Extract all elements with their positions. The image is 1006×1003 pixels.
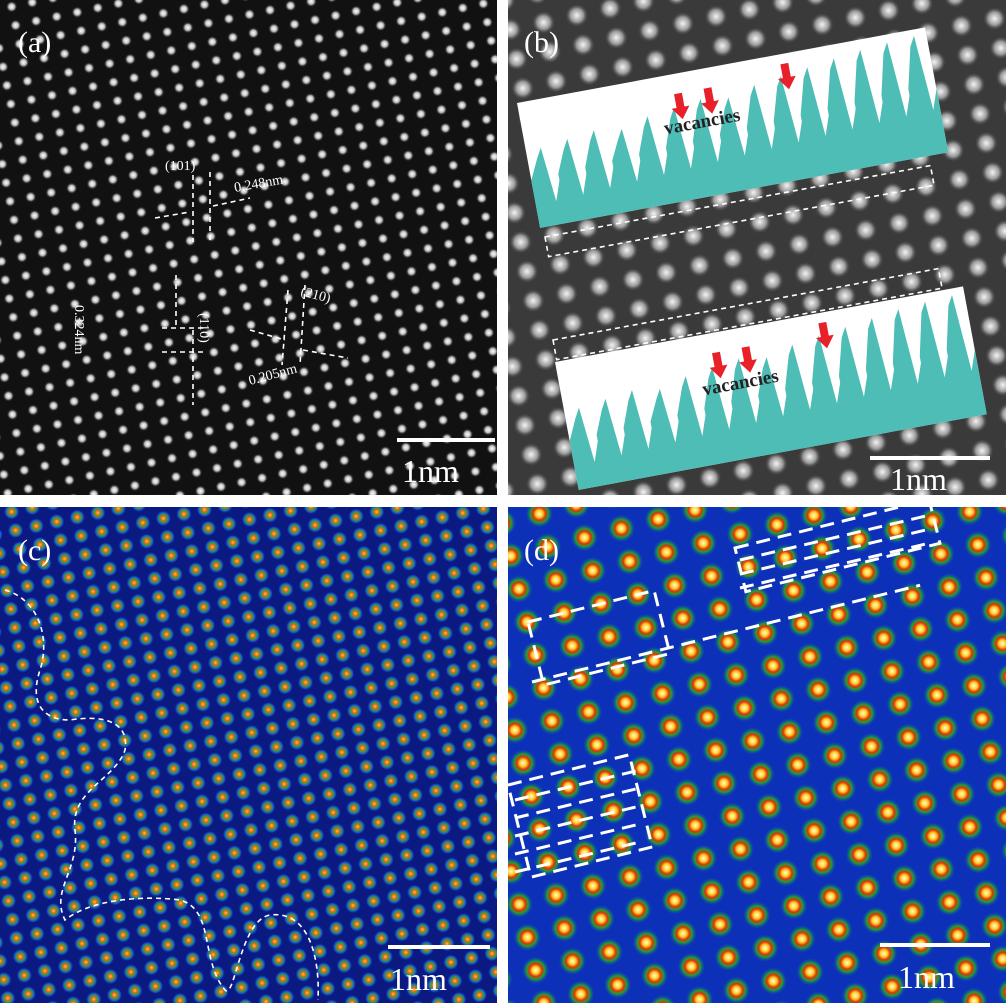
vacancy-arrow [671,92,690,120]
cell-outline [739,541,931,590]
plane-label: (101) [165,159,196,174]
panel-d: 1nm (d) [508,507,1006,1003]
scale-label: 1nm [390,961,447,997]
intensity-profile: vacancies [555,286,987,490]
vacancy-arrow [778,62,796,90]
profile-curve [569,295,987,490]
spacing-label: 0.324nm [71,305,86,355]
panel-b: vacancies vacancies 1nm (b) [508,0,1006,497]
vacancy-arrow [709,351,728,379]
scale-label: 1nm [402,453,459,489]
profile-curve [531,35,949,228]
panel-label: (c) [18,534,51,567]
panel-label: (a) [18,26,51,59]
panel-c: 1nm (c) [0,507,497,1003]
scale-label: 1nm [890,461,947,497]
panel-label: (b) [524,26,559,59]
panel-a: (a) (101) 0.248nm 0.324nm (110) (210) 0.… [0,0,497,495]
panel-label: (d) [524,534,559,567]
vacancy-arrow [739,346,757,373]
cell-outline [739,527,931,576]
plane-label: (110) [196,313,211,343]
cell-outline [739,513,931,562]
scale-label: 1nm [898,959,955,995]
intensity-profile: vacancies [517,27,949,228]
vacancy-arrow [701,87,719,114]
vacancy-arrow [816,321,834,349]
